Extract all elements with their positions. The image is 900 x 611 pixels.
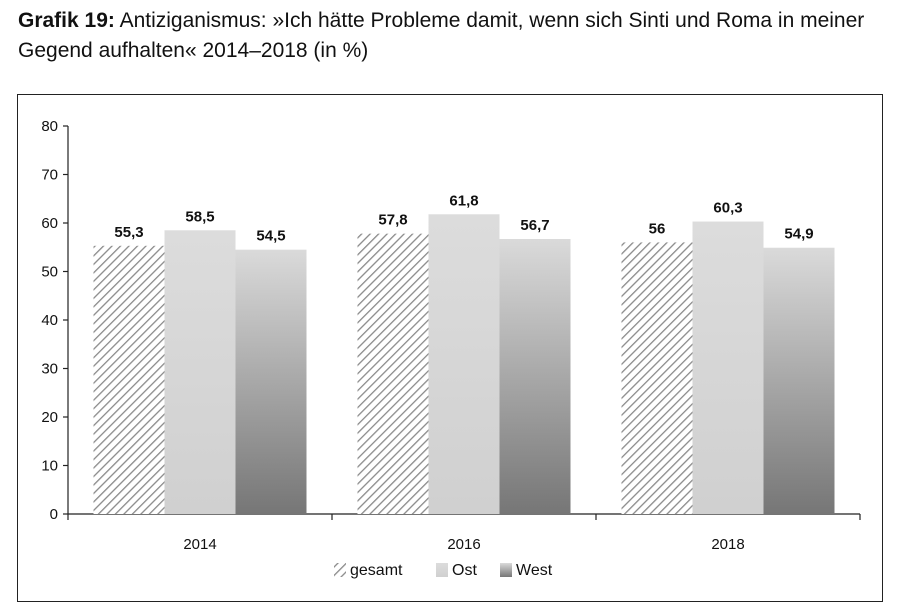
data-label-gesamt-2018: 56: [649, 220, 666, 237]
bar-ost-2018: [692, 221, 764, 515]
bar-west-2016: [499, 239, 571, 514]
bar-west-2018: [763, 247, 835, 515]
x-tick-label: 2014: [183, 536, 216, 553]
y-tick-label: 20: [41, 409, 58, 426]
x-tick-label: 2016: [447, 536, 480, 553]
legend-swatch-west: [500, 563, 512, 577]
legend-label-west: West: [516, 562, 553, 579]
bar-ost-2014: [164, 230, 236, 514]
y-tick-label: 30: [41, 361, 58, 378]
data-label-ost-2016: 61,8: [449, 192, 478, 209]
data-label-west-2018: 54,9: [784, 226, 813, 243]
data-labels: 55,3 58,5 54,5 57,8 61,8 56,7 56 60,3 54,9: [114, 192, 813, 244]
legend-swatch-gesamt: [334, 563, 346, 577]
data-label-ost-2014: 58,5: [185, 208, 214, 225]
data-label-gesamt-2016: 57,8: [378, 212, 407, 229]
chart-frame: [17, 94, 883, 602]
y-tick-label: 50: [41, 264, 58, 281]
bar-chart: 0 10 20 30 40 50 60 70 80 2014 2016 2018 55,3 58,5 54…: [41, 118, 861, 579]
bar-gesamt-2018: [621, 242, 693, 514]
bar-gesamt-2016: [357, 233, 429, 515]
data-label-gesamt-2014: 55,3: [114, 224, 143, 241]
y-tick-label: 80: [41, 118, 58, 135]
legend-label-gesamt: gesamt: [350, 562, 403, 579]
bars: [93, 214, 835, 515]
chart-title: Grafik 19: Antiziganismus: »Ich hätte Pr…: [18, 6, 884, 66]
data-label-west-2014: 54,5: [256, 228, 285, 245]
x-tick-label: 2018: [711, 536, 744, 553]
y-tick-label: 0: [50, 506, 58, 523]
data-label-west-2016: 56,7: [520, 217, 549, 234]
legend: gesamt Ost West: [334, 562, 553, 579]
bar-west-2014: [235, 249, 307, 515]
y-tick-label: 10: [41, 458, 58, 475]
legend-label-ost: Ost: [452, 562, 477, 579]
legend-swatch-ost: [436, 563, 448, 577]
chart-title-prefix: Grafik 19:: [18, 9, 115, 32]
data-label-ost-2018: 60,3: [713, 200, 742, 217]
axes: 0 10 20 30 40 50 60 70 80 2014 2016 2018: [41, 118, 861, 553]
chart-title-text: Antiziganismus: »Ich hätte Probleme dami…: [18, 9, 865, 62]
bar-gesamt-2014: [93, 245, 165, 515]
y-tick-label: 40: [41, 312, 58, 329]
y-tick-label: 60: [41, 215, 58, 232]
bar-ost-2016: [428, 214, 500, 514]
y-tick-label: 70: [41, 167, 58, 184]
